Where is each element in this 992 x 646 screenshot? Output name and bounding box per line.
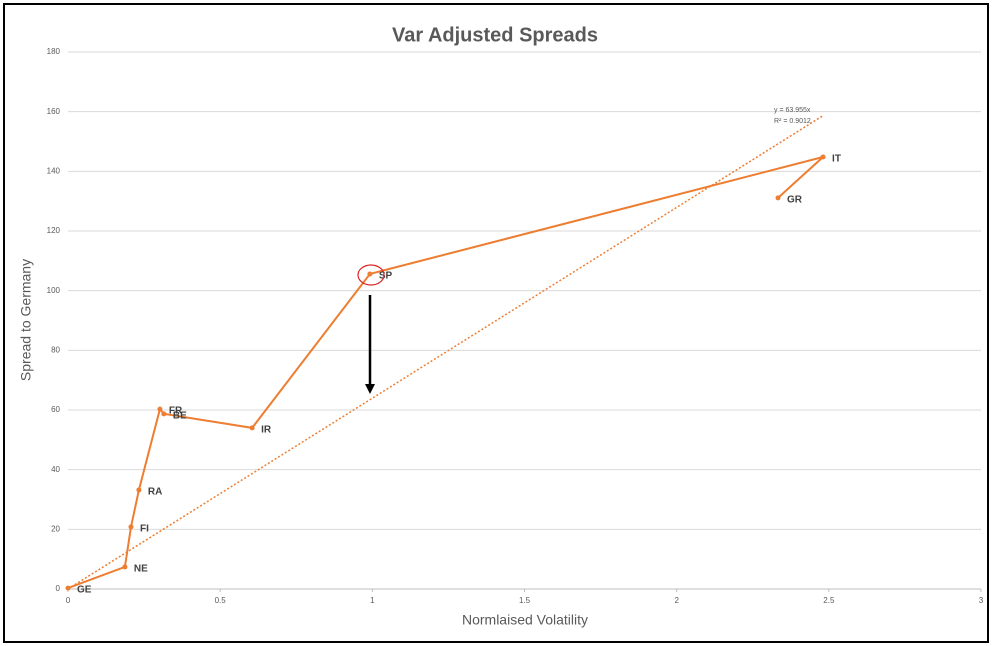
x-tick-label: 0.5 (215, 596, 227, 605)
y-tick-label: 160 (47, 107, 61, 116)
data-point (775, 195, 781, 201)
y-tick-label: 120 (47, 226, 61, 235)
data-point (820, 154, 826, 160)
data-point (136, 487, 142, 493)
y-tick-label: 100 (47, 286, 61, 295)
data-point (157, 406, 163, 412)
y-tick-label: 60 (51, 405, 60, 414)
point-label: NE (134, 564, 148, 575)
trendline-r2: R² = 0.9012 (774, 118, 811, 125)
x-tick-label: 2 (674, 596, 679, 605)
data-point (161, 411, 167, 417)
x-tick-label: 3 (979, 596, 984, 605)
x-tick-label: 0 (66, 596, 71, 605)
chart-frame (3, 3, 989, 643)
y-tick-label: 140 (47, 166, 61, 175)
highlight-circle (357, 264, 385, 286)
plot-area: 0 20 40 60 80 100 120 140 160 180 0 0.5 1 1.5 2 2.5 3 y =… (47, 47, 984, 605)
y-axis-label: Spread to Germany (18, 259, 34, 381)
data-point (128, 524, 134, 530)
point-label: GE (77, 585, 92, 596)
point-label: SP (379, 271, 393, 282)
point-label: FI (140, 524, 149, 535)
y-tick-label: 80 (51, 345, 60, 354)
y-tick-label: 0 (56, 584, 61, 593)
data-point (122, 564, 128, 570)
data-point (249, 425, 255, 431)
arrow-head (365, 384, 375, 394)
chart-title: Var Adjusted Spreads (392, 24, 598, 46)
x-axis-label: Normlaised Volatility (462, 612, 588, 628)
point-label: BE (173, 411, 187, 422)
point-label: GR (787, 195, 803, 206)
trendline-equation: y = 63.955x (774, 107, 811, 114)
y-tick-label: 20 (51, 524, 60, 533)
data-point (65, 585, 71, 591)
data-point (367, 271, 373, 277)
x-tick-label: 1.5 (519, 596, 531, 605)
trendline (67, 114, 824, 590)
point-label: IT (832, 154, 841, 165)
point-label: IR (261, 425, 272, 436)
point-label: FR (169, 406, 183, 417)
x-tick-label: 1 (370, 596, 375, 605)
data-line (67, 156, 824, 590)
y-tick-label: 40 (51, 465, 60, 474)
y-tick-label: 180 (47, 47, 61, 56)
x-tick-label: 2.5 (823, 596, 835, 605)
point-label: RA (148, 487, 162, 498)
